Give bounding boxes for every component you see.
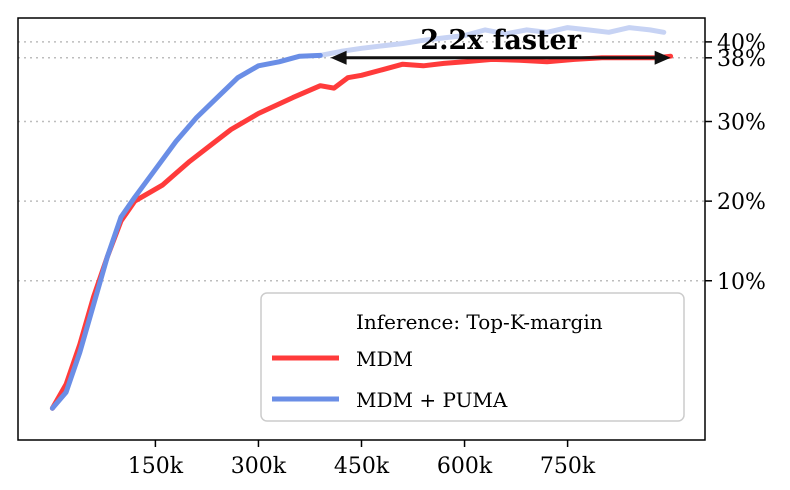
legend: Inference: Top-K-margin MDM MDM + PUMA xyxy=(260,292,685,422)
annotations: 2.2x faster xyxy=(330,25,671,65)
faster-arrow-head-right xyxy=(654,50,671,65)
faster-arrow-head-left xyxy=(330,50,347,65)
series-line-mdm-puma-faded xyxy=(317,25,667,58)
x-tick-label: 150k xyxy=(128,454,184,479)
legend-label-mdm-puma: MDM + PUMA xyxy=(356,388,508,412)
y-tick-label: 20% xyxy=(717,190,766,215)
x-tick-label: 600k xyxy=(437,454,493,479)
series-line-mdm-puma xyxy=(49,52,323,411)
legend-box xyxy=(260,292,685,422)
x-axis-ticks: 150k 300k 450k 600k 750k xyxy=(128,440,596,479)
x-tick-label: 300k xyxy=(231,454,287,479)
series-lines xyxy=(49,25,674,411)
y-tick-label: 10% xyxy=(717,270,766,295)
y-tick-label: 38% xyxy=(717,47,766,72)
x-tick-label: 750k xyxy=(540,454,596,479)
legend-title: Inference: Top-K-margin xyxy=(356,310,603,334)
y-tick-label: 30% xyxy=(717,111,766,136)
faster-annotation-label: 2.2x faster xyxy=(420,25,581,56)
y-tick-label: 40% xyxy=(717,31,766,56)
legend-label-mdm: MDM xyxy=(356,347,413,371)
x-tick-label: 450k xyxy=(334,454,390,479)
y-axis-ticks: 10% 20% 30% 38%40% xyxy=(705,31,766,295)
